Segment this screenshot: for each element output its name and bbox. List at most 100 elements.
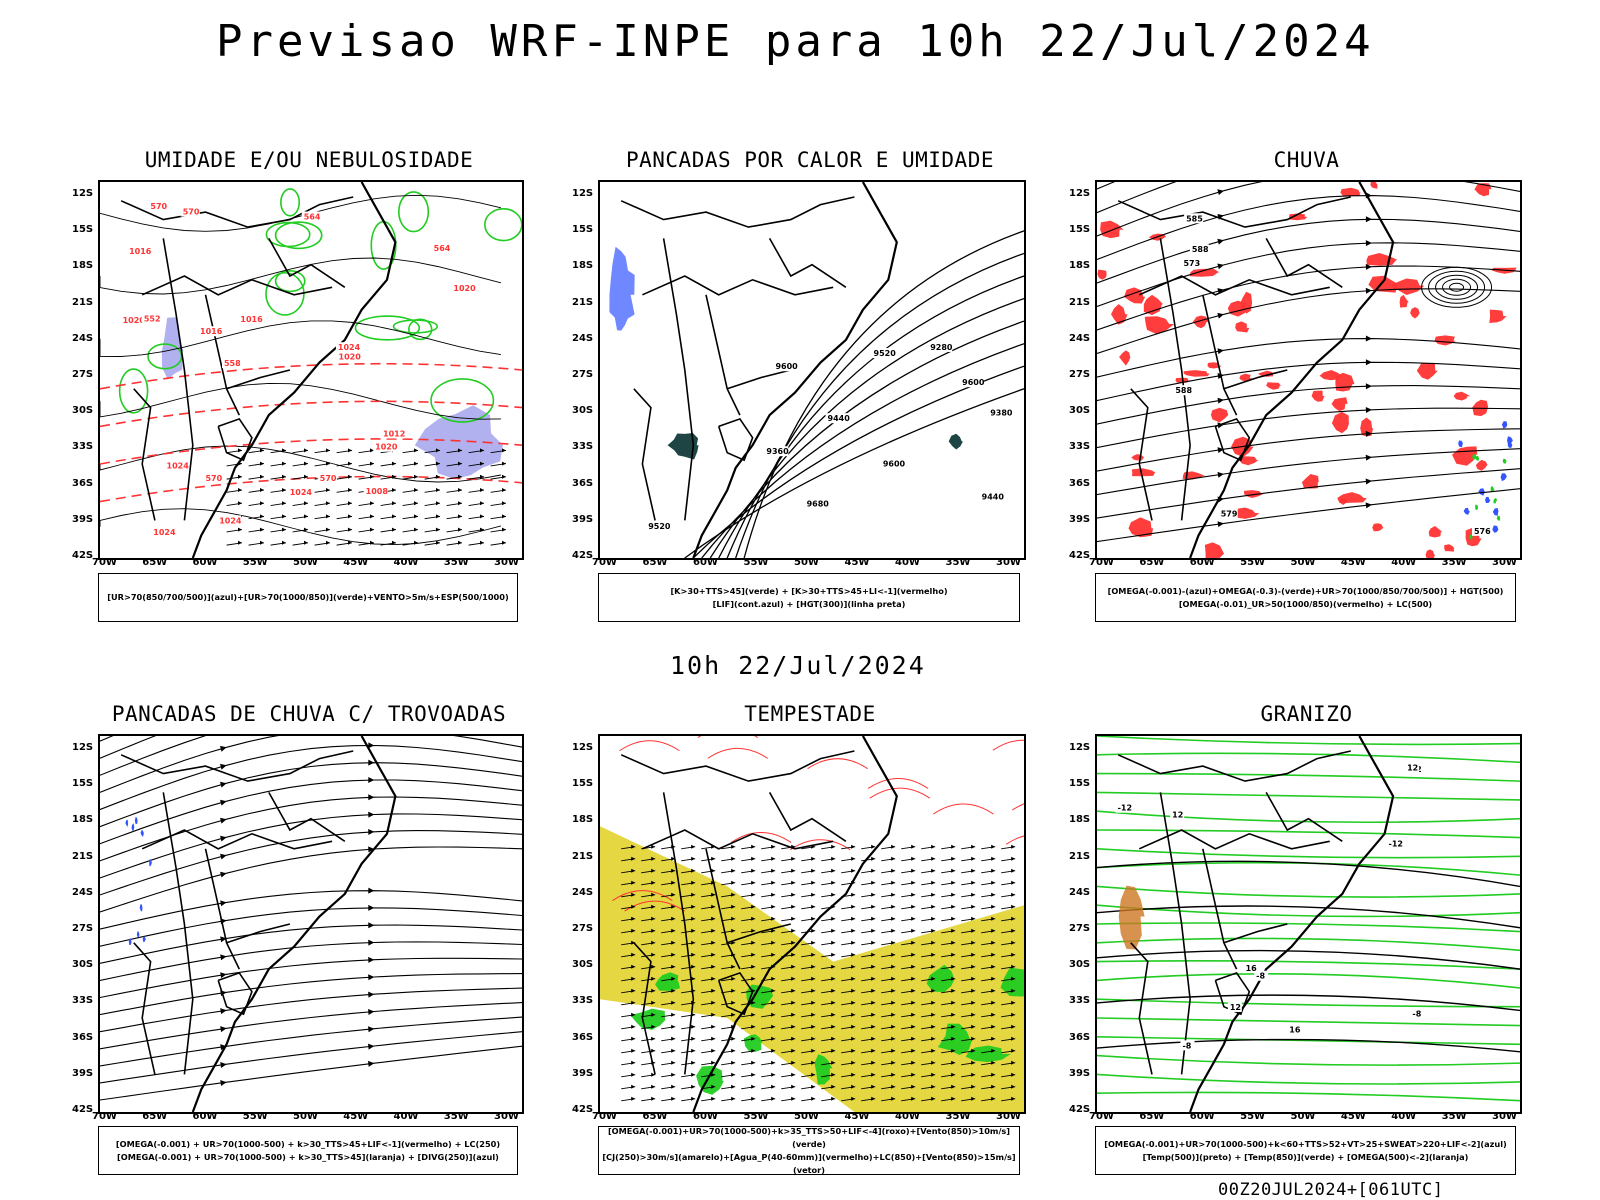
- wind850-vector-head: [871, 916, 876, 921]
- contour-label: -8: [1256, 972, 1265, 981]
- latitude-tick-label: 30S: [572, 959, 594, 971]
- contour-label: -12: [1118, 804, 1132, 813]
- wind850-vector-head: [671, 1024, 676, 1029]
- streamline-arrow: [368, 742, 375, 749]
- temp850-contour-green: [1097, 861, 1520, 876]
- contour-label: 9380: [990, 408, 1013, 417]
- latitude-tick-label: 24S: [572, 332, 594, 344]
- streamline: [100, 924, 522, 964]
- streamline: [1097, 488, 1520, 543]
- wind850-vector-head: [871, 1084, 876, 1089]
- contour-label-bg: [198, 326, 223, 337]
- wind850-vector-head: [671, 1084, 676, 1089]
- wind-vector-head: [502, 488, 506, 493]
- wind850-area-green: [926, 964, 955, 993]
- longitude-tick-label: 65W: [642, 1111, 668, 1122]
- wind850-vector-head: [791, 1024, 796, 1029]
- longitude-tick-label: 35W: [443, 557, 469, 568]
- wind850-vector-head: [891, 1096, 896, 1101]
- wind850-vector-head: [951, 1072, 956, 1077]
- wind850-vector-head: [651, 1024, 656, 1029]
- temp850-contour-green: [1097, 904, 1520, 918]
- wind850-vector-head: [991, 892, 996, 897]
- panel-title: GRANIZO: [1260, 702, 1353, 726]
- streamline-arrow: [368, 846, 375, 853]
- humidity-contour-green: [265, 221, 311, 248]
- contour-label-bg: [928, 341, 953, 352]
- temp850-contour-green: [1097, 973, 1520, 989]
- streamline-arrow: [368, 974, 375, 981]
- rain-area-red: [1257, 370, 1275, 377]
- streamline-arrow: [1217, 471, 1224, 478]
- rain-area-red: [1227, 300, 1247, 317]
- wind850-vector-head: [971, 1024, 976, 1029]
- contour-label-bg: [164, 460, 189, 471]
- country-border: [768, 792, 847, 842]
- wind850-area-green: [937, 1023, 973, 1056]
- country-border: [1202, 848, 1238, 970]
- wind-vector-head: [480, 448, 484, 453]
- longitude-tick-label: 65W: [142, 1111, 168, 1122]
- contour-label-bg: [825, 413, 850, 424]
- wind850-vector-head: [1011, 928, 1016, 933]
- longitude-tick-label: 60W: [1189, 1111, 1215, 1122]
- wind-vector-head: [414, 474, 418, 479]
- divergence-area-blue: [140, 830, 144, 837]
- wind850-vector-head: [911, 1048, 916, 1053]
- pressure-isobar: [100, 257, 502, 295]
- longitude-tick-label: 30W: [1492, 557, 1517, 568]
- wind850-vector-head: [811, 1072, 816, 1077]
- wind850-vector-head: [651, 928, 656, 933]
- country-border: [1202, 294, 1238, 416]
- panel-legend: [OMEGA(-0.001)-(azul)+OMEGA(-0.3)-(verde…: [1095, 573, 1516, 622]
- wind850-vector-head: [791, 880, 796, 885]
- rain-area-red: [1444, 544, 1455, 552]
- country-border: [162, 792, 194, 1075]
- divergence-area-blue: [139, 904, 143, 912]
- wind850-vector-head: [771, 904, 776, 909]
- wind850-vector-head: [731, 1084, 736, 1089]
- temp850-contour-green: [1097, 885, 1520, 898]
- streamline-arrow: [368, 904, 375, 911]
- wind850-vector-head: [951, 1060, 956, 1065]
- wind850-vector-head: [911, 904, 916, 909]
- latitude-tick-label: 36S: [1069, 1031, 1091, 1043]
- panel-title: PANCADAS POR CALOR E UMIDADE: [625, 148, 994, 172]
- contour-label: 570: [205, 474, 222, 483]
- latitude-tick-label: 39S: [72, 1067, 94, 1079]
- wind850-vector-head: [791, 1084, 796, 1089]
- contour-label-bg: [1386, 838, 1406, 849]
- wind850-vector-head: [911, 1060, 916, 1065]
- contour-label: 1024: [167, 462, 190, 471]
- wind850-vector-head: [631, 1012, 636, 1017]
- latitude-tick-label: 18S: [572, 814, 594, 826]
- contour-label-bg: [1115, 802, 1135, 813]
- humidity-contour-green: [408, 318, 433, 341]
- wind-vector-head: [326, 514, 330, 519]
- contour-label: 9520: [648, 522, 671, 531]
- wind-vector-head: [392, 474, 396, 479]
- wind850-vector-head: [791, 1048, 796, 1053]
- wind850-vector-head: [931, 928, 936, 933]
- wind850-vector-head: [811, 868, 816, 873]
- wind850-vector-head: [811, 856, 816, 861]
- wind850-vector-head: [791, 1060, 796, 1065]
- wind-vector-head: [260, 448, 264, 453]
- wind850-vector-head: [1011, 1072, 1016, 1077]
- wind850-vector-head: [871, 844, 876, 849]
- rain-area-blue: [1492, 508, 1499, 516]
- rain-area-red: [1289, 213, 1308, 221]
- coastline: [191, 736, 397, 1112]
- wind850-vector-head: [791, 904, 796, 909]
- wind-vector-head: [436, 448, 440, 453]
- wind850-vector-head: [851, 940, 856, 945]
- streamline-arrow: [220, 799, 227, 806]
- wind-vector-head: [458, 488, 462, 493]
- wind850-vector-head: [911, 964, 916, 969]
- latitude-tick-label: 18S: [72, 260, 94, 272]
- wind850-vector-head: [731, 988, 736, 993]
- country-border: [133, 942, 156, 1075]
- longitude-tick-label: 60W: [192, 557, 218, 568]
- contour-label: 588: [1192, 245, 1209, 254]
- wind850-vector-head: [751, 916, 756, 921]
